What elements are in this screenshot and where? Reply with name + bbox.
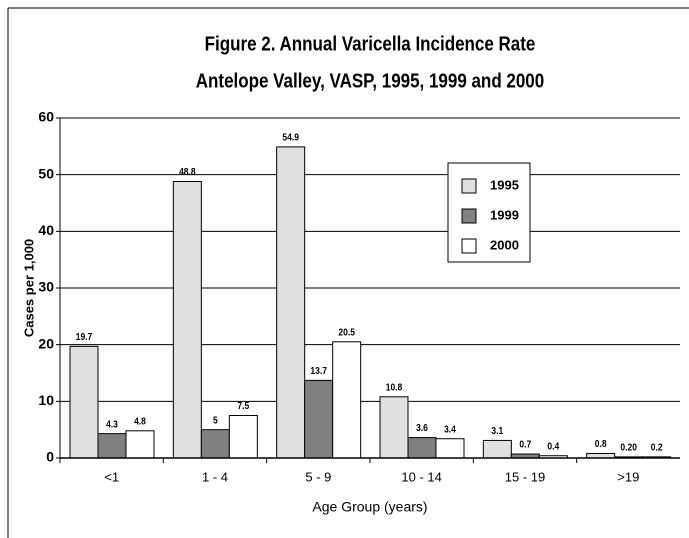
x-tick-label: 10 - 14	[401, 469, 441, 484]
bar	[435, 438, 465, 459]
chart-title: Figure 2. Annual Varicella Incidence Rat…	[205, 32, 536, 55]
legend-swatch	[461, 178, 477, 194]
y-tick-label: 50	[38, 165, 54, 181]
bar	[379, 396, 409, 459]
x-tick-label: 5 - 9	[305, 469, 331, 484]
data-label: 7.5	[237, 401, 249, 412]
data-label: 3.1	[491, 425, 503, 436]
bar	[200, 429, 230, 459]
x-tick-label: >19	[617, 469, 639, 484]
legend-swatch	[461, 238, 477, 254]
legend-label: 1999	[490, 207, 519, 222]
data-label: 0.7	[519, 439, 531, 450]
data-label: 4.3	[106, 419, 118, 430]
y-tick-label: 40	[38, 222, 54, 238]
data-label: 4.8	[134, 416, 146, 427]
y-tick-label: 60	[38, 109, 54, 125]
legend-swatch	[461, 208, 477, 224]
bar	[69, 345, 99, 459]
bar	[332, 341, 362, 459]
data-label: 20.5	[338, 327, 355, 338]
bar	[172, 180, 202, 459]
y-tick-label: 30	[38, 279, 54, 295]
data-label: 10.8	[386, 382, 403, 393]
bar	[125, 430, 155, 459]
y-tick-label: 20	[38, 335, 54, 351]
bar	[228, 415, 258, 459]
x-tick-label: <1	[104, 469, 119, 484]
data-label: 0.20	[620, 442, 637, 453]
data-label: 5	[213, 415, 218, 426]
data-label: 48.8	[179, 166, 196, 177]
x-tick-label: 15 - 19	[505, 469, 545, 484]
data-label: 54.9	[282, 132, 299, 143]
bar	[304, 379, 334, 459]
chart-subtitle: Antelope Valley, VASP, 1995, 1999 and 20…	[196, 69, 544, 92]
data-label: 0.4	[547, 441, 560, 452]
bar	[276, 146, 306, 459]
data-label: 3.4	[444, 424, 457, 435]
data-label: 13.7	[310, 365, 327, 376]
bar	[482, 439, 512, 459]
data-label: 0.8	[595, 438, 607, 449]
bar	[407, 437, 437, 459]
y-tick-label: 0	[46, 449, 54, 465]
data-label: 3.6	[416, 423, 428, 434]
legend-label: 2000	[490, 237, 519, 252]
bar	[97, 433, 127, 459]
y-axis-label: Cases per 1,000	[21, 239, 36, 337]
x-axis-label: Age Group (years)	[312, 499, 427, 515]
x-tick-label: 1 - 4	[202, 469, 228, 484]
y-tick-label: 10	[38, 392, 54, 408]
legend-label: 1995	[490, 177, 519, 192]
data-label: 19.7	[76, 331, 93, 342]
data-label: 0.2	[651, 442, 663, 453]
